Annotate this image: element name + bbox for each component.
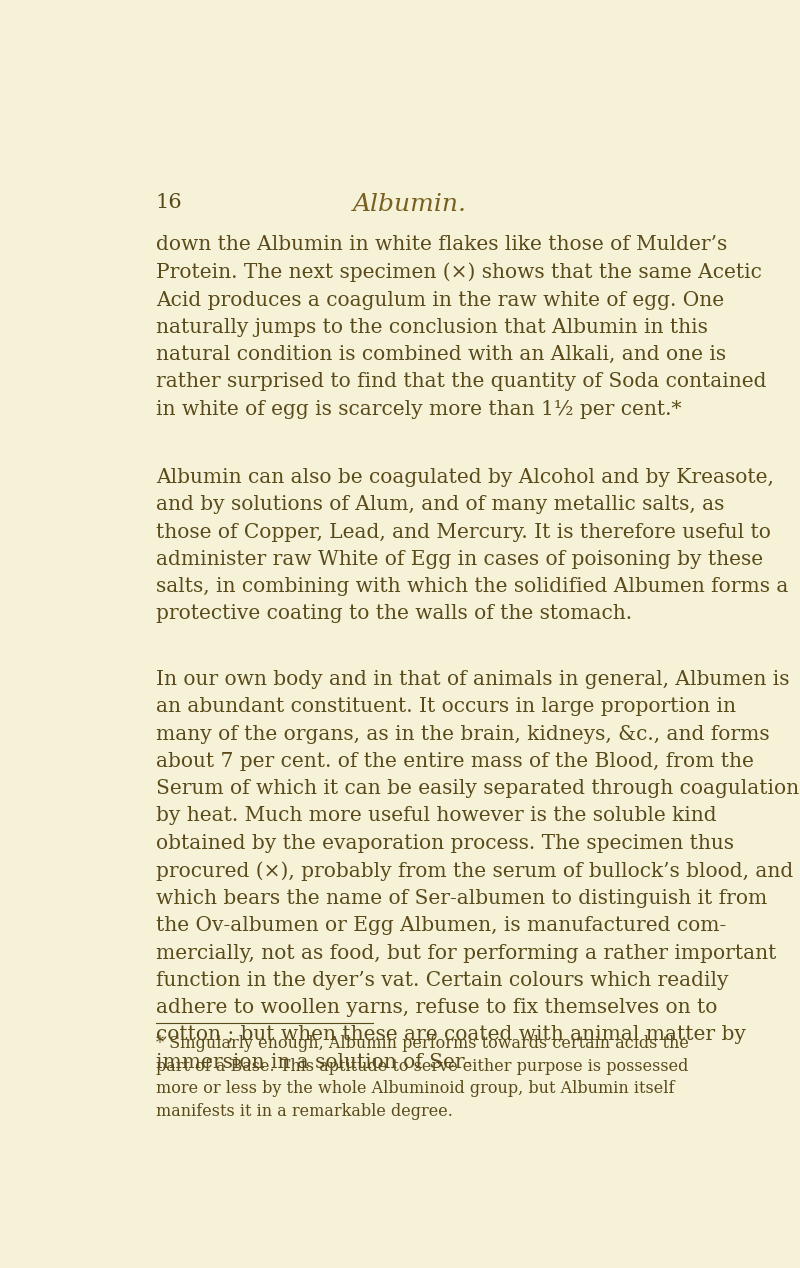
Text: Albumin.: Albumin. xyxy=(353,193,467,216)
Text: down the Albumin in white flakes like those of Mulder’s
Protein. The next specim: down the Albumin in white flakes like th… xyxy=(156,235,766,418)
Text: Albumin can also be coagulated by Alcohol and by Kreasote,
and by solutions of A: Albumin can also be coagulated by Alcoho… xyxy=(156,468,788,624)
Text: In our own body and in that of animals in general, Albumen is
an abundant consti: In our own body and in that of animals i… xyxy=(156,670,799,1071)
Text: * Singularly enough, Albumin performs towards certain acids the
part of a Base. : * Singularly enough, Albumin performs to… xyxy=(156,1035,689,1121)
Text: 16: 16 xyxy=(156,193,182,212)
